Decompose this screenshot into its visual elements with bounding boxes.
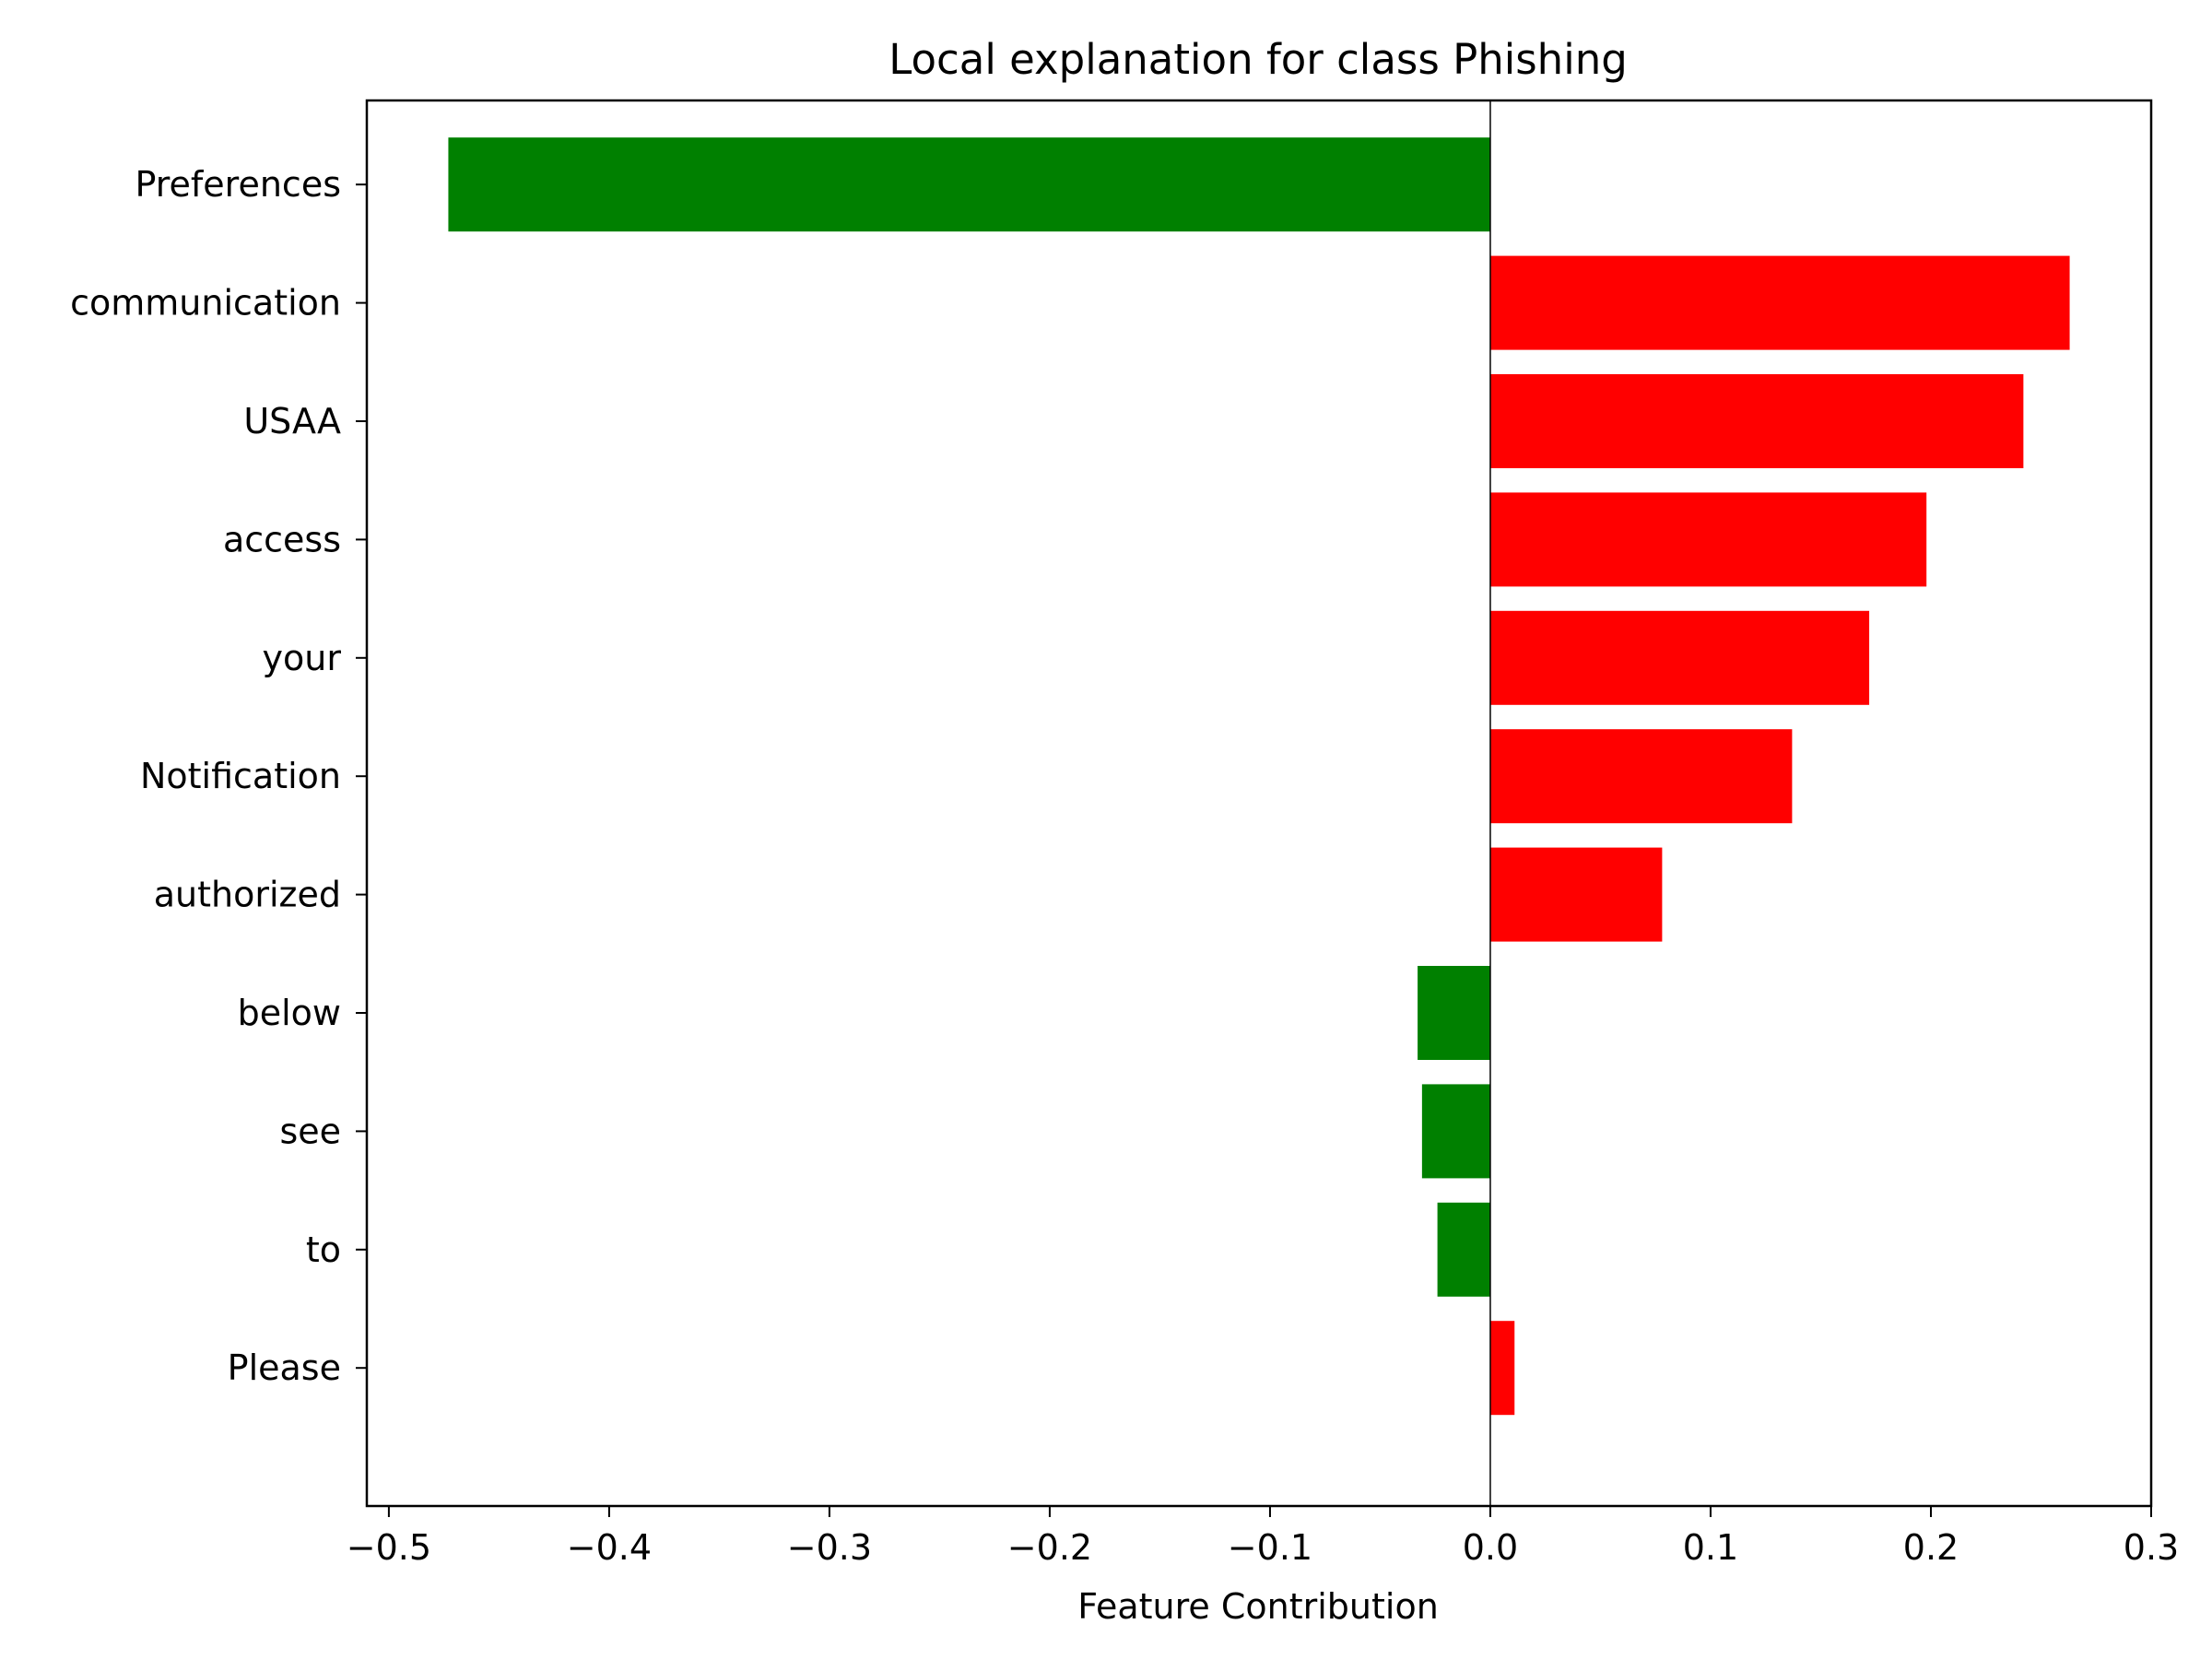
bar-USAA [1489, 374, 2024, 468]
y-tick-label: access [223, 519, 341, 559]
x-axis-label: Feature Contribution [1077, 1586, 1439, 1627]
x-tick-label: −0.2 [1007, 1527, 1092, 1568]
x-tick-label: 0.3 [2124, 1527, 2179, 1568]
bar-see [1421, 1084, 1490, 1179]
x-tick-label: 0.0 [1463, 1527, 1518, 1568]
x-tick-label: 0.2 [1903, 1527, 1959, 1568]
x-tick-label: −0.4 [567, 1527, 652, 1568]
bar-authorized [1489, 847, 1663, 942]
y-tick-label: communication [70, 283, 341, 324]
y-tick-label: your [263, 638, 342, 678]
bar-Preferences [448, 137, 1490, 232]
y-tick-label: to [306, 1230, 341, 1270]
x-tick-label: −0.1 [1228, 1527, 1312, 1568]
y-tick-label: Notification [140, 756, 341, 796]
bars-layer [448, 137, 2070, 1416]
bar-Please [1489, 1321, 1515, 1416]
y-tick-label: USAA [243, 401, 341, 441]
chart-title: Local explanation for class Phishing [888, 35, 1628, 84]
bar-to [1437, 1202, 1490, 1297]
y-tick-label: Please [228, 1347, 341, 1388]
y-tick-label: authorized [154, 875, 341, 915]
plot-area-frame [365, 99, 2153, 1508]
bar-Notification [1489, 729, 1793, 824]
bar-communication [1489, 255, 2070, 350]
bar-below [1418, 966, 1490, 1060]
y-tick-label: see [279, 1111, 341, 1151]
x-tick-label: −0.5 [347, 1527, 431, 1568]
x-tick-label: −0.3 [787, 1527, 872, 1568]
ticks-layer: Preferences communication USAA access your No… [70, 164, 2179, 1568]
y-tick-label: below [238, 993, 341, 1033]
bar-your [1489, 610, 1870, 705]
x-tick-label: 0.1 [1683, 1527, 1738, 1568]
bar-access [1489, 492, 1927, 587]
y-tick-label: Preferences [135, 164, 342, 205]
